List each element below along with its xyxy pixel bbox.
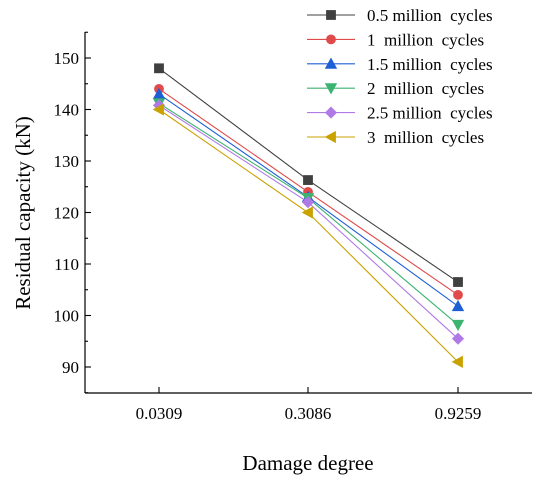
- y-tick-label: 100: [54, 307, 80, 326]
- legend-marker: [324, 106, 338, 119]
- legend-label: 1.5 million cycles: [367, 55, 493, 74]
- x-tick-label: 0.9259: [435, 404, 482, 423]
- y-tick-label: 150: [54, 49, 80, 68]
- x-tick-label: 0.3086: [285, 404, 332, 423]
- y-tick-label: 110: [54, 255, 79, 274]
- legend-label: 3 million cycles: [367, 128, 484, 147]
- x-axis-title: Damage degree: [242, 451, 373, 475]
- legend: 0.5 million cycles 1 million cycles 1.5 mi…: [307, 6, 493, 147]
- legend-marker: [326, 10, 336, 20]
- data-point: [453, 289, 463, 300]
- data-point: [453, 277, 463, 287]
- data-point: [301, 206, 313, 219]
- legend-marker: [324, 83, 338, 95]
- data-point: [154, 63, 164, 74]
- y-tick-label: 140: [54, 101, 80, 120]
- y-axis-title: Residual capacity (kN): [11, 116, 35, 310]
- data-point: [152, 103, 164, 116]
- x-tick-label: 0.0309: [136, 404, 183, 423]
- legend-item: 2 million cycles: [307, 79, 484, 98]
- legend-item: 1 million cycles: [307, 30, 484, 49]
- legend-label: 2.5 million cycles: [367, 104, 493, 123]
- legend-marker: [326, 34, 336, 45]
- data-point: [303, 175, 313, 185]
- y-tick-label: 130: [54, 152, 80, 171]
- legend-item: 1.5 million cycles: [307, 55, 493, 74]
- legend-item: 3 million cycles: [307, 128, 484, 147]
- series-layer: [152, 63, 465, 369]
- y-tick-label: 120: [54, 204, 80, 223]
- data-point: [451, 319, 465, 332]
- legend-marker: [324, 57, 338, 69]
- y-tick-label: 90: [62, 358, 79, 377]
- legend-label: 1 million cycles: [367, 30, 484, 49]
- data-point: [451, 355, 463, 369]
- ticks: 90 100 110 120 130 140 150 0.0309 0.3086 0.9259: [54, 31, 482, 423]
- legend-item: 0.5 million cycles: [307, 6, 493, 25]
- data-point: [301, 196, 315, 209]
- legend-label: 2 million cycles: [367, 79, 484, 98]
- series-6: [152, 103, 463, 369]
- legend-marker: [324, 130, 336, 144]
- legend-label: 0.5 million cycles: [367, 6, 493, 25]
- data-point: [451, 332, 465, 345]
- series-1: [154, 63, 463, 287]
- legend-item: 2.5 million cycles: [307, 104, 493, 123]
- data-point: [451, 299, 465, 312]
- series-line: [158, 109, 459, 363]
